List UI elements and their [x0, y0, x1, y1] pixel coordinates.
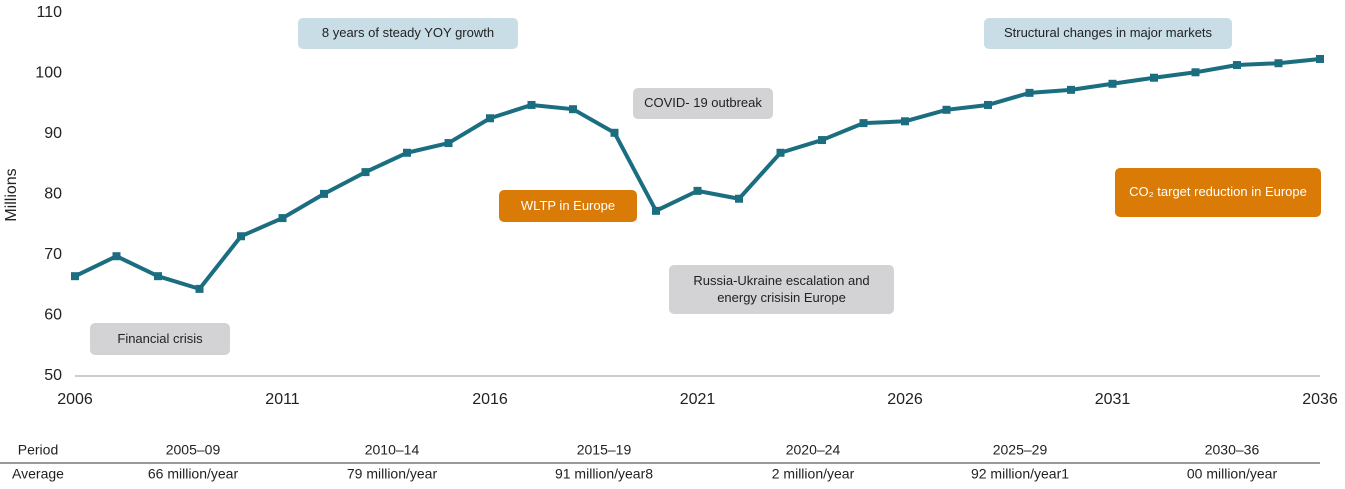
table-average: 2 million/year: [772, 466, 855, 482]
annotation: CO₂ target reduction in Europe: [1115, 168, 1321, 217]
data-point: [610, 128, 619, 137]
annotation: Financial crisis: [90, 323, 230, 355]
annotation: Structural changes in major markets: [984, 18, 1232, 49]
data-point: [776, 148, 785, 157]
data-point: [112, 252, 121, 261]
annotation: COVID- 19 outbreak: [633, 88, 773, 119]
data-point: [1274, 59, 1283, 68]
data-point: [1108, 79, 1117, 88]
data-point: [735, 194, 743, 203]
data-point: [693, 186, 702, 195]
y-tick-label: 100: [35, 65, 62, 82]
data-point: [444, 139, 453, 148]
table-average: 00 million/year: [1187, 466, 1278, 482]
y-tick-label: 60: [44, 307, 62, 324]
data-point: [942, 105, 951, 114]
table-row-label: Average: [12, 466, 64, 482]
data-point: [1316, 54, 1324, 63]
table-period: 2015–19: [577, 442, 632, 458]
y-axis-label: Millions: [3, 168, 20, 221]
table-average: 92 million/year1: [971, 466, 1069, 482]
x-tick-label: 2031: [1095, 391, 1131, 408]
x-tick-label: 2011: [265, 391, 300, 408]
y-tick-label: 80: [44, 186, 62, 203]
table-period: 2010–14: [365, 442, 420, 458]
table-period: 2025–29: [993, 442, 1048, 458]
table-average: 91 million/year8: [555, 466, 653, 482]
data-point: [154, 272, 162, 281]
data-point: [195, 284, 204, 293]
data-point: [486, 114, 494, 123]
data-point: [527, 100, 536, 109]
y-tick-label: 90: [44, 125, 62, 142]
data-point: [901, 117, 909, 126]
x-tick-label: 2026: [887, 391, 923, 408]
data-point: [1191, 68, 1200, 77]
data-point: [1233, 61, 1241, 70]
x-tick-label: 2016: [472, 391, 508, 408]
table-average: 79 million/year: [347, 466, 438, 482]
y-tick-label: 50: [44, 367, 62, 384]
data-point: [652, 206, 660, 215]
x-tick-label: 2036: [1302, 391, 1338, 408]
y-tick-label: 110: [36, 4, 62, 21]
x-tick-label: 2021: [680, 391, 716, 408]
data-point: [984, 100, 992, 109]
data-point: [1067, 85, 1075, 94]
data-point: [569, 105, 577, 114]
annotation: 8 years of steady YOY growth: [298, 18, 518, 49]
table-period: 2030–36: [1205, 442, 1260, 458]
table-row-label: Period: [18, 442, 58, 458]
data-point: [71, 272, 79, 281]
y-tick-label: 70: [44, 246, 62, 263]
table-period: 2020–24: [786, 442, 841, 458]
data-point: [278, 214, 287, 223]
annotation: Russia-Ukraine escalation and energy cri…: [669, 265, 894, 314]
table-average: 66 million/year: [148, 466, 239, 482]
x-tick-label: 2006: [57, 391, 93, 408]
data-point: [1150, 73, 1158, 82]
data-point: [237, 232, 245, 241]
data-point: [320, 189, 328, 198]
table-period: 2005–09: [166, 442, 221, 458]
data-point: [818, 136, 826, 145]
data-point: [859, 119, 868, 128]
annotation: WLTP in Europe: [499, 190, 637, 222]
data-point: [361, 168, 370, 177]
data-point: [1025, 88, 1034, 97]
data-point: [403, 148, 411, 157]
